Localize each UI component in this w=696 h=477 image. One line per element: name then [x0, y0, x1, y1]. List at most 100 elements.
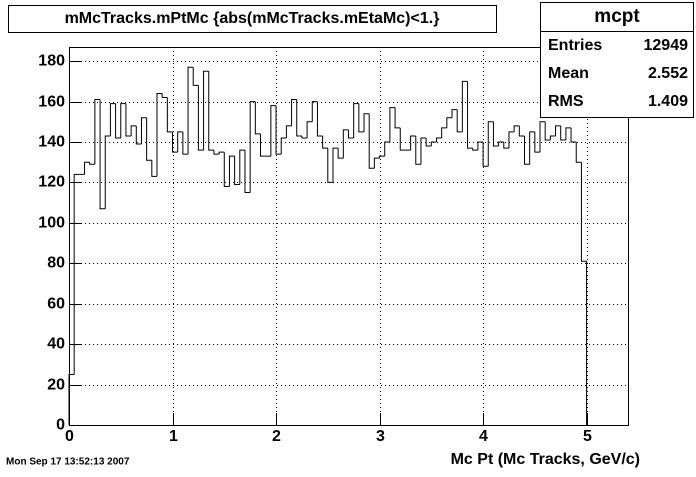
- histogram-bin: [322, 135, 328, 149]
- histogram-bin: [244, 150, 251, 194]
- histogram-bin: [492, 121, 499, 147]
- y-tick-label: 100: [38, 215, 65, 232]
- histogram-bin: [327, 148, 333, 183]
- histogram-bin: [363, 113, 370, 132]
- histogram-bin: [275, 105, 282, 155]
- histogram-bin: [254, 101, 261, 135]
- histogram-bin: [570, 127, 577, 143]
- histogram-bin: [260, 133, 266, 157]
- histogram-bin: [156, 92, 163, 177]
- histogram-bin: [487, 121, 494, 167]
- histogram-bin: [301, 135, 308, 139]
- histogram-bin: [410, 135, 416, 151]
- histogram-bin: [89, 162, 95, 165]
- histogram-bin: [368, 113, 375, 169]
- histogram-bin: [539, 121, 546, 153]
- histogram-bin: [415, 135, 421, 165]
- histogram-bin: [477, 141, 484, 151]
- histogram-bin: [213, 150, 220, 155]
- plot-frame: [69, 47, 629, 426]
- plot-area: 0 20 40 60 80 100 120 140 160 180 0 1 2 3 4 5: [38, 47, 629, 445]
- histogram-bin: [441, 127, 447, 138]
- histogram-bin: [461, 80, 468, 132]
- histogram-bin: [358, 103, 365, 133]
- histogram-bin: [68, 373, 75, 425]
- histogram-bin: [332, 147, 339, 183]
- stats-title: mcpt: [594, 6, 640, 27]
- histogram-bin: [451, 109, 458, 118]
- histogram-bin: [306, 121, 313, 138]
- histogram-bin: [84, 161, 90, 175]
- histogram-bin: [151, 160, 157, 177]
- stats-label: Entries: [548, 37, 602, 54]
- histogram-bin: [187, 66, 194, 155]
- histogram-bin: [467, 81, 473, 149]
- histogram-bin: [140, 117, 147, 145]
- histogram-bin: [316, 101, 323, 137]
- histogram-bin: [446, 117, 453, 128]
- histogram-bin: [384, 141, 390, 157]
- histogram-bin: [425, 137, 432, 147]
- stats-value: 1.409: [648, 93, 688, 110]
- histogram-bin: [555, 125, 561, 136]
- histogram-bin: [115, 103, 121, 139]
- histogram-bin: [172, 131, 178, 153]
- histogram-bin: [373, 157, 380, 169]
- histogram-bin: [104, 135, 111, 209]
- histogram-bin: [228, 155, 235, 187]
- x-tick-label: 4: [479, 428, 488, 445]
- histogram-bin: [560, 125, 566, 141]
- histogram-bin: [239, 149, 245, 185]
- y-tick-label: 120: [38, 174, 65, 191]
- histogram-bin: [503, 142, 509, 149]
- histogram-bin: [353, 103, 359, 138]
- stats-box: [540, 2, 694, 118]
- histogram-bin: [472, 148, 478, 151]
- histogram-bin: [166, 97, 173, 133]
- histogram-bin: [430, 141, 437, 147]
- x-tick-label: 0: [65, 428, 74, 445]
- histogram-bin: [192, 67, 199, 86]
- x-tick-label: 5: [583, 428, 592, 445]
- y-tick-label: 80: [47, 255, 65, 272]
- histogram-bin: [435, 137, 442, 143]
- y-tick-label: 40: [47, 336, 65, 353]
- y-tick-label: 160: [38, 94, 65, 111]
- histogram-bin: [280, 137, 287, 155]
- histogram-bin: [161, 93, 168, 99]
- histogram-bin: [575, 142, 582, 163]
- stats-label: RMS: [548, 93, 584, 110]
- histogram-bin: [146, 117, 152, 161]
- histogram-bin: [544, 121, 551, 141]
- stats-label: Mean: [548, 65, 589, 82]
- histogram-bin: [399, 127, 406, 151]
- stats-rows: Entries 12949 Mean 2.552 RMS 1.409: [548, 37, 688, 110]
- histogram-bin: [549, 135, 556, 140]
- histogram-bin: [291, 99, 297, 126]
- y-tick-label: 20: [47, 377, 65, 394]
- histogram-bin: [565, 127, 572, 140]
- y-tick-label: 180: [38, 53, 65, 70]
- histogram-bin: [534, 131, 541, 153]
- histogram-bin: [337, 148, 344, 159]
- histogram-bin: [513, 125, 520, 132]
- histogram-bin: [120, 103, 126, 138]
- histogram-bin: [379, 155, 385, 159]
- histogram-bin: [296, 99, 302, 137]
- histogram-bin: [311, 101, 318, 122]
- histogram-bin: [99, 99, 106, 210]
- histogram-bin: [125, 103, 132, 137]
- histogram-bin: [394, 107, 401, 129]
- histogram-bin: [249, 101, 256, 193]
- histogram-bin: [94, 99, 101, 165]
- stats-value: 2.552: [648, 65, 688, 82]
- histogram-bin: [508, 131, 515, 149]
- histogram-bin: [456, 109, 463, 133]
- histogram-bin: [182, 131, 189, 155]
- timestamp: Mon Sep 17 13:52:13 2007: [6, 457, 130, 468]
- histogram-bin: [342, 129, 349, 159]
- histogram-bin: [580, 162, 588, 425]
- x-tick-label: 1: [169, 428, 178, 445]
- x-tick-label: 3: [376, 428, 385, 445]
- y-tick-label: 0: [56, 417, 65, 434]
